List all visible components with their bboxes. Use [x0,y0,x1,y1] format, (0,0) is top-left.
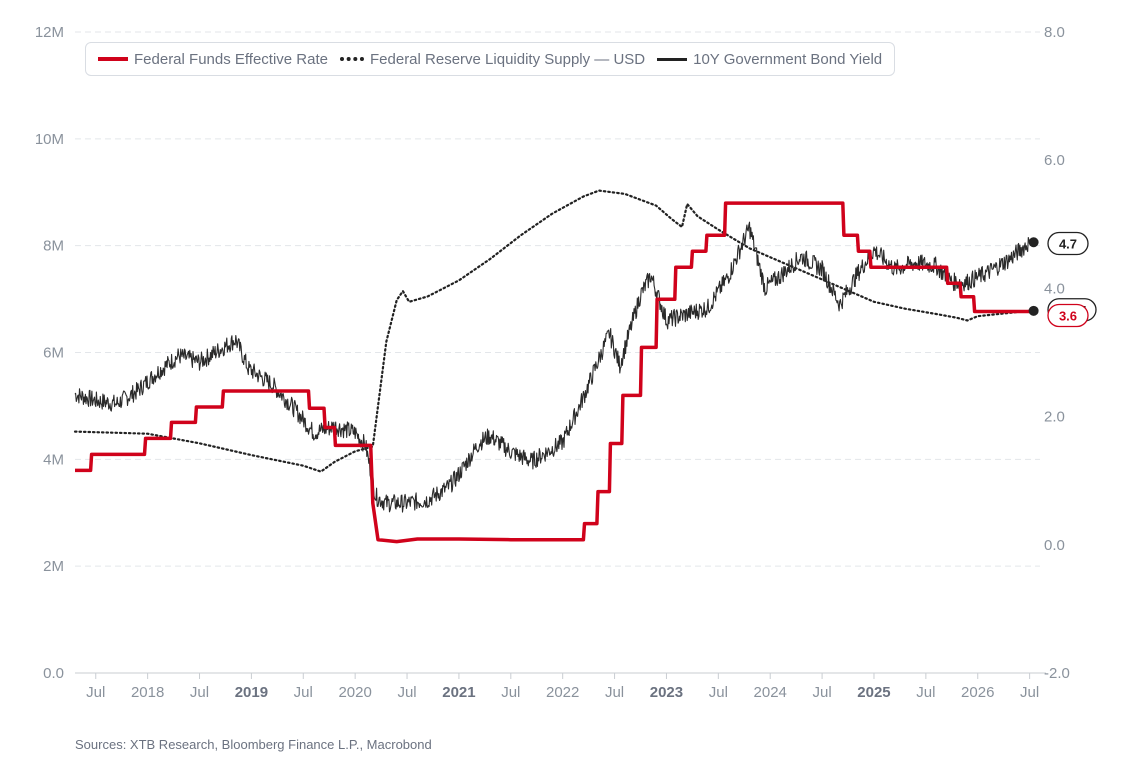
y-tick-label-right: 8.0 [1044,24,1065,41]
x-tick-label: 2023 [650,684,683,701]
x-tick-label: 2019 [235,684,268,701]
end-value-label: 3.6 [1059,308,1077,323]
end-marker-10y-yield [1028,237,1039,248]
end-value-badge [1047,231,1089,256]
x-tick-label: 2021 [442,684,475,701]
y-tick-label-right: 0.0 [1044,537,1065,554]
x-tick-label: 2024 [754,684,787,701]
x-tick-label: 2026 [961,684,994,701]
x-tick-label: Jul [397,684,416,701]
y-tick-label-left: 2M [43,558,64,575]
x-tick-label: Jul [294,684,313,701]
x-tick-label: Jul [605,684,624,701]
y-tick-label-right: -2.0 [1044,665,1070,682]
legend-label: Federal Funds Effective Rate [134,50,328,68]
y-tick-label-left: 10M [35,131,64,148]
legend-label: 10Y Government Bond Yield [693,50,883,68]
series-line-fed-funds-rate [75,201,1030,544]
source-note: Sources: XTB Research, Bloomberg Finance… [75,737,432,752]
x-tick-label: Jul [501,684,520,701]
series-line-liquidity-supply [73,189,1031,473]
legend-swatch-red-line [98,57,128,61]
x-tick-label: Jul [86,684,105,701]
y-tick-label-left: 12M [35,24,64,41]
legend-swatch-black-line [657,57,688,61]
legend-item-fed-funds[interactable]: Federal Funds Effective Rate [98,51,328,68]
x-tick-label: Jul [916,684,935,701]
end-value-label: 4.7 [1059,237,1077,252]
legend-item-bond-yield[interactable]: 10Y Government Bond Yield [657,51,882,68]
x-tick-label: 2025 [857,684,890,701]
x-tick-label: Jul [1020,684,1039,701]
x-tick-label: 2022 [546,684,579,701]
end-value-badge [1047,303,1089,328]
x-tick-label: Jul [190,684,209,701]
x-tick-label: Jul [709,684,728,701]
chart-legend: Federal Funds Effective Rate Federal Res… [85,42,896,76]
y-tick-label-right: 6.0 [1044,152,1065,169]
end-marker-liquidity [1028,305,1039,316]
y-tick-label-left: 0.0 [43,665,64,682]
y-tick-label-right: 2.0 [1044,409,1065,426]
legend-item-liquidity[interactable]: Federal Reserve Liquidity Supply — USD [340,51,645,68]
x-tick-label: 2020 [338,684,371,701]
legend-label: Federal Reserve Liquidity Supply — USD [370,50,646,68]
y-tick-label-left: 6M [43,345,64,362]
x-tick-label: Jul [813,684,832,701]
y-tick-label-left: 4M [43,451,64,468]
legend-swatch-dotted-line [340,57,364,61]
y-tick-label-right: 4.0 [1044,280,1065,297]
y-tick-label-left: 8M [43,238,64,255]
x-tick-label: 2018 [131,684,164,701]
